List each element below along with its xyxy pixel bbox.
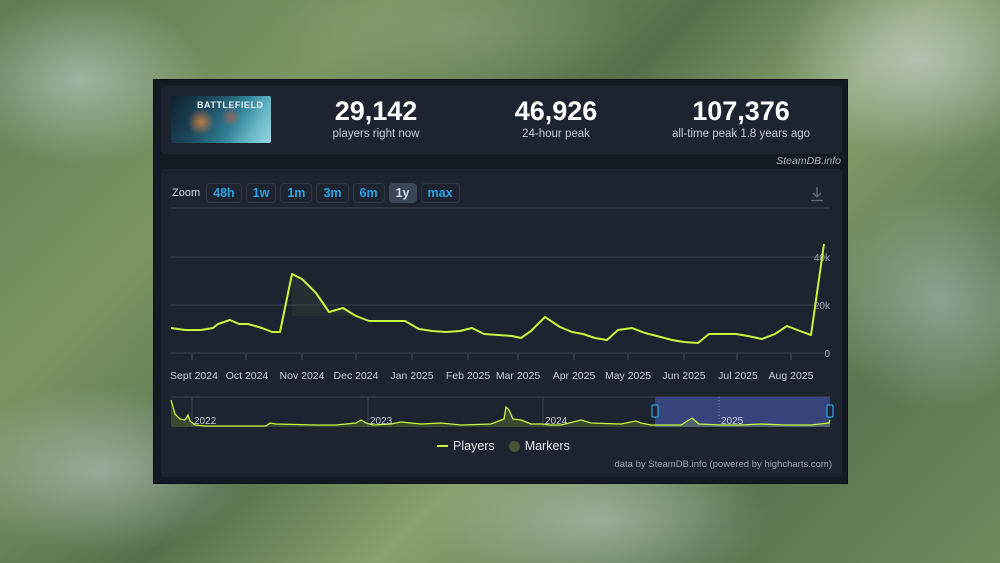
navigator-labels: 2022 2023 2024 2025 [194,416,744,427]
gridlines [171,207,830,354]
current-players-label: players right now [332,128,420,140]
x-axis-labels: Sept 2024 Oct 2024 Nov 2024 Dec 2024 Jan… [170,370,814,382]
svg-text:2022: 2022 [194,416,217,427]
navigator-handle-right[interactable] [826,404,834,418]
players-line-icon [437,445,448,447]
stat-24h-peak: 46,926 24-hour peak [486,96,626,140]
svg-text:20k: 20k [814,301,831,312]
all-time-peak-label: all-time peak 1.8 years ago [671,128,811,140]
zoom-controls: Zoom 48h 1w 1m 3m 6m 1y max [172,183,460,203]
chart-plot-area[interactable]: Sept 2024 Oct 2024 Nov 2024 Dec 2024 Jan… [161,169,842,477]
svg-text:2025: 2025 [721,416,744,427]
zoom-label: Zoom [172,187,201,199]
download-icon[interactable] [810,186,824,202]
stats-bar: BATTLEFIELD 29,142 players right now 46,… [161,86,842,154]
zoom-3m-button[interactable]: 3m [316,183,349,203]
stat-current-players: 29,142 players right now [306,96,446,140]
game-thumbnail[interactable]: BATTLEFIELD [171,96,271,143]
navigator-handle-left[interactable] [651,404,659,418]
legend-players-label: Players [453,439,495,453]
steamdb-credit[interactable]: SteamDB.info [776,155,841,167]
steamdb-widget: BATTLEFIELD 29,142 players right now 46,… [153,79,848,484]
chart-legend: Players Markers [437,439,570,453]
svg-text:Aug 2025: Aug 2025 [769,370,814,382]
navigator[interactable]: 2022 2023 2024 2025 [170,396,834,427]
zoom-48h-button[interactable]: 48h [206,183,242,203]
svg-text:Apr 2025: Apr 2025 [553,370,596,382]
legend-markers-label: Markers [524,439,570,453]
players-area-highlight [292,274,356,316]
zoom-max-button[interactable]: max [420,183,460,203]
zoom-1y-button[interactable]: 1y [388,183,417,203]
player-chart: Zoom 48h 1w 1m 3m 6m 1y max [161,169,842,477]
svg-text:Feb 2025: Feb 2025 [446,370,491,382]
svg-text:Mar 2025: Mar 2025 [496,370,541,382]
navigator-selection[interactable] [655,397,830,427]
svg-text:Dec 2024: Dec 2024 [334,370,379,382]
game-logo-text: BATTLEFIELD [197,100,264,110]
peak-24h-value: 46,926 [514,96,598,126]
legend-item-players[interactable]: Players [437,439,495,453]
svg-text:Jan 2025: Jan 2025 [390,370,433,382]
svg-text:0: 0 [824,349,830,360]
svg-text:Sept 2024: Sept 2024 [170,370,218,382]
x-ticks [191,354,792,360]
zoom-1m-button[interactable]: 1m [280,183,313,203]
legend-item-markers[interactable]: Markers [508,439,570,453]
svg-text:May 2025: May 2025 [605,370,651,382]
peak-24h-label: 24-hour peak [522,128,590,140]
zoom-1w-button[interactable]: 1w [245,183,277,203]
svg-text:Jul 2025: Jul 2025 [718,370,758,382]
svg-text:2024: 2024 [545,416,568,427]
players-line[interactable] [170,243,825,344]
zoom-6m-button[interactable]: 6m [352,183,385,203]
stat-all-time-peak: 107,376 all-time peak 1.8 years ago [661,96,821,140]
navigator-line [170,399,831,427]
current-players-value: 29,142 [334,96,418,126]
highcharts-credit[interactable]: data by SteamDB.info (powered by highcha… [614,459,832,470]
svg-text:Nov 2024: Nov 2024 [280,370,325,382]
y-axis-labels: 40k 20k 0 [814,253,831,360]
svg-text:Oct 2024: Oct 2024 [226,370,269,382]
markers-dot-icon [508,440,520,452]
svg-text:Jun 2025: Jun 2025 [662,370,705,382]
svg-text:2023: 2023 [370,416,393,427]
all-time-peak-value: 107,376 [692,96,790,126]
